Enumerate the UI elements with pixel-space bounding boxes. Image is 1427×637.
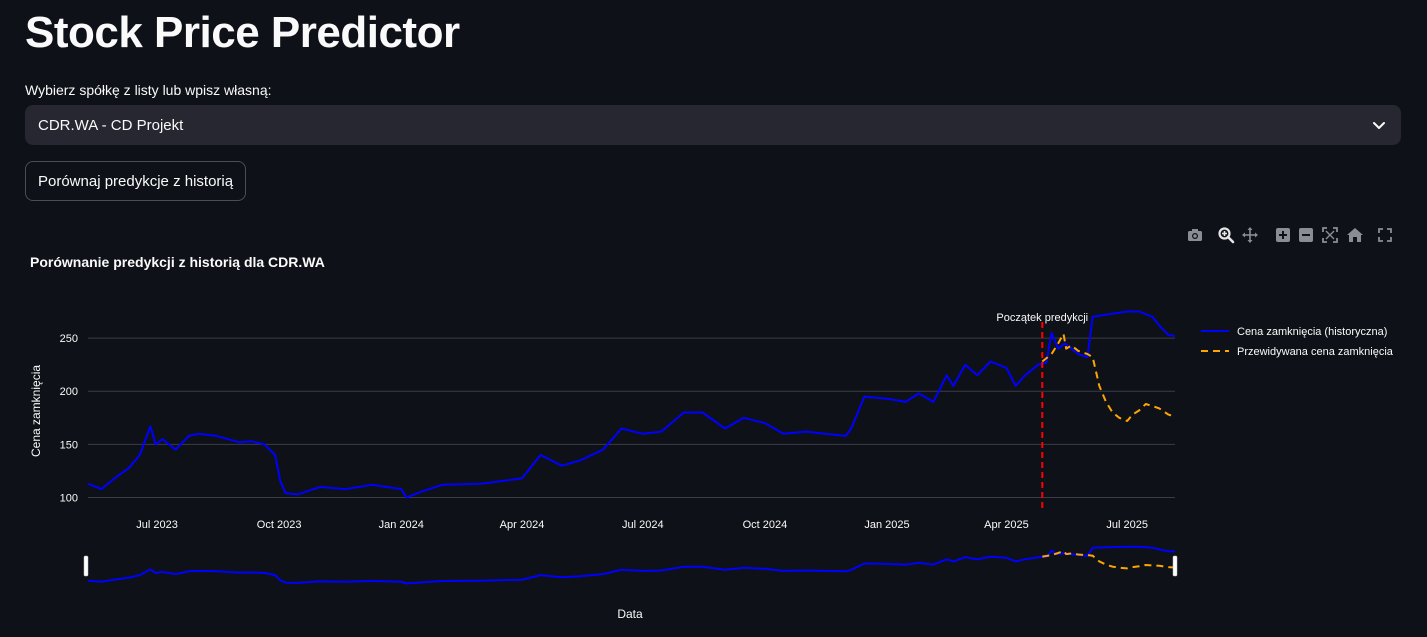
- chart-legend: Cena zamknięcia (historyczna) Przewidywan…: [1201, 326, 1394, 358]
- y-tick-label: 250: [60, 333, 78, 345]
- page-title: Stock Price Predictor: [25, 8, 460, 57]
- historical-price-line[interactable]: [87, 310, 1176, 499]
- x-tick-label: Jul 2023: [136, 519, 178, 531]
- x-tick-label: Apr 2024: [500, 519, 545, 531]
- company-select-value: CDR.WA - CD Projekt: [38, 116, 184, 134]
- range-slider: [83, 545, 1178, 585]
- x-tick-label: Apr 2025: [984, 519, 1029, 531]
- zoom-in-icon[interactable]: [1274, 226, 1292, 244]
- rangeslider-left-handle[interactable]: [83, 555, 89, 577]
- chart-series: [87, 310, 1176, 499]
- predicted-price-line[interactable]: [1041, 332, 1176, 422]
- rangeslider-right-handle[interactable]: [1172, 555, 1178, 577]
- y-axis-ticks: 100 150 200 250: [60, 333, 78, 504]
- autoscale-icon[interactable]: [1321, 226, 1339, 244]
- pan-icon[interactable]: [1241, 226, 1259, 244]
- rangeslider-historical-line: [87, 545, 1176, 585]
- x-tick-label: Jan 2024: [379, 519, 424, 531]
- company-select[interactable]: CDR.WA - CD Projekt: [25, 105, 1401, 145]
- zoom-icon[interactable]: [1217, 226, 1235, 244]
- x-tick-label: Jan 2025: [864, 519, 909, 531]
- annotation-label: Początek predykcji: [996, 312, 1088, 324]
- rangeslider-predicted-line: [1042, 549, 1176, 570]
- zoom-out-icon[interactable]: [1297, 226, 1315, 244]
- chevron-down-icon: [1373, 122, 1385, 129]
- chart-title: Porównanie predykcji z historią dla CDR.…: [30, 254, 325, 270]
- x-tick-label: Jul 2025: [1106, 519, 1148, 531]
- y-tick-label: 100: [60, 493, 78, 505]
- x-tick-label: Oct 2023: [257, 519, 302, 531]
- reset-axes-icon[interactable]: [1346, 226, 1364, 244]
- x-tick-label: Jul 2024: [622, 519, 664, 531]
- camera-icon[interactable]: [1186, 226, 1204, 244]
- y-tick-label: 150: [60, 439, 78, 451]
- x-axis-ticks: Jul 2023 Oct 2023 Jan 2024 Apr 2024 Jul 2024…: [136, 519, 1148, 531]
- chart-grid: [88, 337, 1175, 499]
- legend-item[interactable]: Przewidywana cena zamknięcia: [1237, 346, 1394, 358]
- fullscreen-icon[interactable]: [1376, 226, 1394, 244]
- prediction-start-marker: Początek predykcji: [996, 312, 1088, 508]
- y-tick-label: 200: [60, 386, 78, 398]
- compare-button[interactable]: Porównaj predykcje z historią: [25, 161, 247, 201]
- x-axis-title: Data: [617, 607, 643, 621]
- y-axis-title: Cena zamknięcia: [29, 365, 43, 457]
- chart-modebar: [1180, 226, 1400, 246]
- company-select-label: Wybierz spółkę z listy lub wpisz własną:: [25, 82, 272, 98]
- x-tick-label: Oct 2024: [743, 519, 788, 531]
- legend-item[interactable]: Cena zamknięcia (historyczna): [1237, 326, 1387, 338]
